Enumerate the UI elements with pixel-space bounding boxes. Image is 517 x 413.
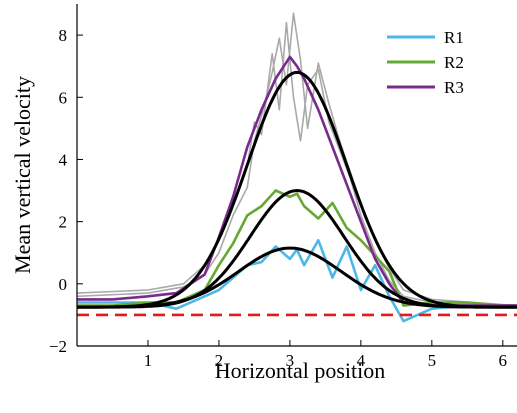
x-tick-label-3: 3 — [286, 351, 295, 370]
x-tick-label-6: 6 — [499, 351, 508, 370]
legend-label-r3: R3 — [444, 78, 464, 97]
plot-content — [77, 12, 517, 323]
y-tick-label-0: 0 — [59, 275, 68, 294]
x-axis-label: Horizontal position — [215, 358, 385, 383]
legend: R1 R2 R3 — [387, 28, 464, 97]
y-tick-label-2: 2 — [59, 213, 68, 232]
fit-curve-1 — [77, 246, 517, 309]
fit-curve-3 — [77, 70, 517, 309]
y-tick-label--2: −2 — [49, 337, 67, 356]
legend-label-r2: R2 — [444, 53, 464, 72]
y-axis-label: Mean vertical velocity — [10, 76, 35, 274]
legend-label-r1: R1 — [444, 28, 464, 47]
series-line-r1 — [77, 239, 517, 323]
y-tick-label-4: 4 — [59, 150, 68, 169]
plot-area — [77, 12, 517, 323]
x-tick-label-4: 4 — [357, 351, 366, 370]
y-tick-label-6: 6 — [59, 88, 68, 107]
x-tick-label-1: 1 — [144, 351, 153, 370]
y-tick-label-8: 8 — [59, 26, 68, 45]
x-tick-label-5: 5 — [428, 351, 437, 370]
fit-curve-2 — [77, 188, 517, 309]
x-tick-label-2: 2 — [215, 351, 224, 370]
axes: 1 2 3 4 5 6 −2 0 2 4 6 8 — [49, 4, 517, 370]
